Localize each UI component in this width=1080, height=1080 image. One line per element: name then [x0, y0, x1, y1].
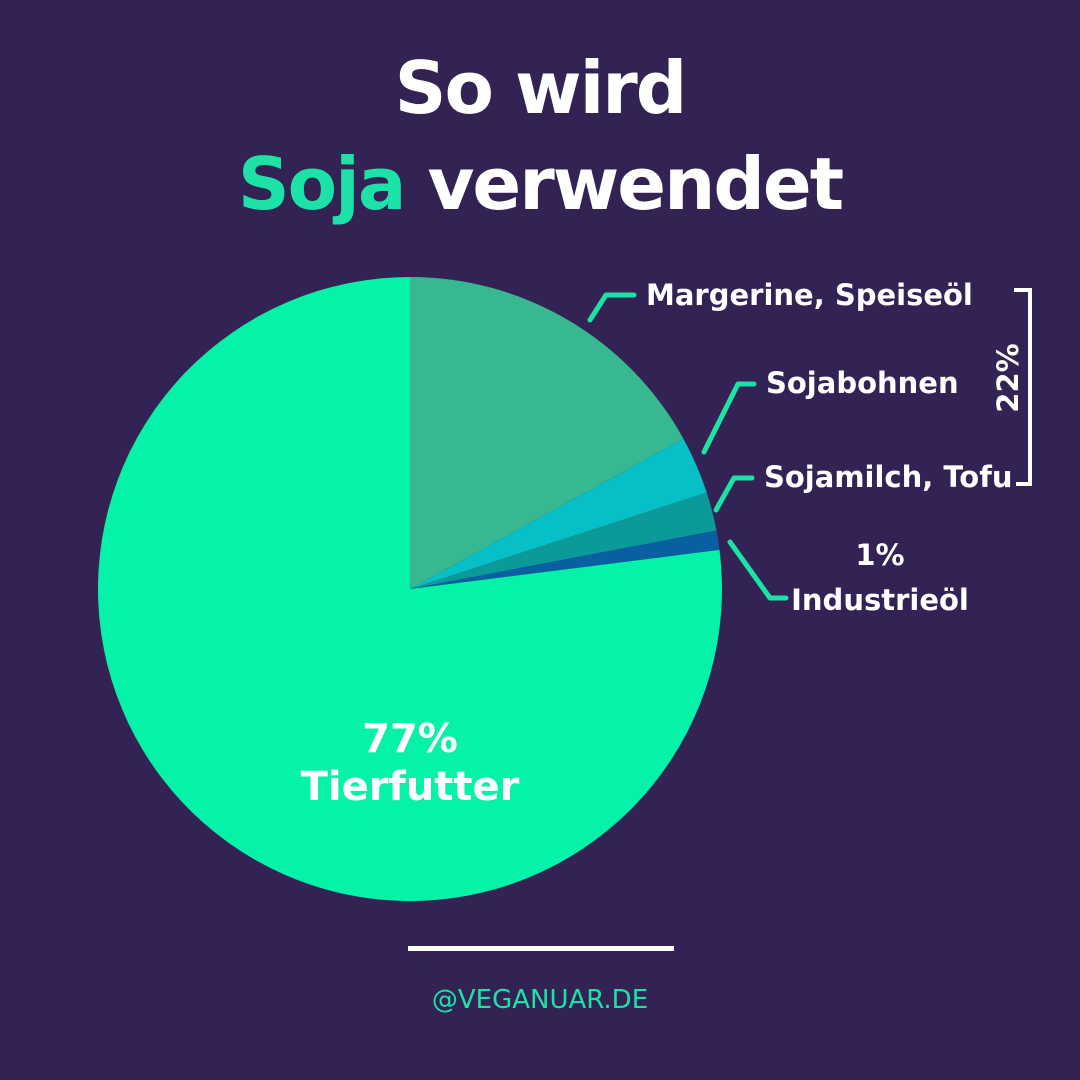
slice-label-sojabohnen: Sojabohnen [766, 366, 959, 400]
pie-slice-tierfutter [98, 277, 723, 901]
slice-label-industrieoel: Industrieöl [791, 583, 969, 617]
pie-slice-industrieöl [410, 530, 720, 589]
pie-slice-margerine-speiseöl [410, 277, 684, 589]
leader-line-sojabohnen [701, 381, 757, 455]
title-accent-word: Soja [237, 142, 407, 226]
pie-slice-sojamilch-tofu [410, 492, 717, 589]
slice-label-margerine: Margerine, Speiseöl [646, 278, 973, 312]
leader-line-sojamilch [713, 475, 755, 513]
pie-slice-sojabohnen [410, 438, 707, 589]
slice-label-industrieoel-value: 1% [855, 538, 904, 572]
title-line-2: Soja verwendet [0, 148, 1080, 220]
leader-line-margerine [587, 292, 637, 323]
slice-label-tierfutter: Tierfutter [301, 764, 520, 810]
group-bracket [1014, 288, 1032, 486]
group-annotation-label: 22% [991, 343, 1025, 412]
pie-slices [98, 277, 723, 901]
leader-line-industrieoel [727, 539, 789, 601]
title-rest-word: verwendet [427, 142, 845, 226]
title-line-1: So wird [394, 46, 688, 130]
slice-label-tierfutter-value: 77% [362, 716, 458, 762]
footer-handle[interactable]: @VEGANUAR.DE [431, 985, 649, 1015]
footer-divider [408, 946, 674, 951]
slice-label-sojamilch: Sojamilch, Tofu [764, 460, 1012, 494]
